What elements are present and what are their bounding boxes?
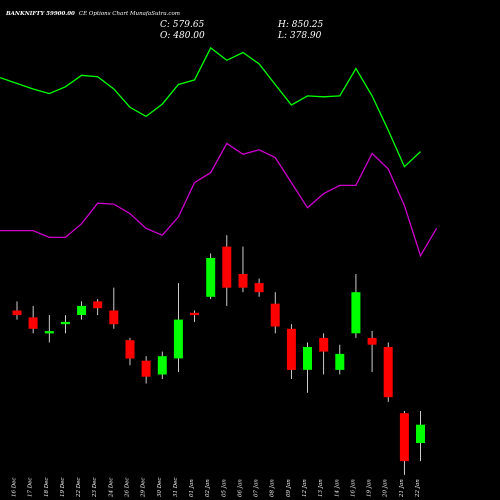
candle-31-dec: [173, 283, 183, 373]
x-tick-label: 08 Jan: [270, 479, 276, 497]
x-tick-label: 29 Dec: [141, 478, 147, 499]
candle-19-jan: [367, 331, 377, 373]
candle-body-down: [254, 283, 264, 293]
candle-14-jan: [335, 344, 345, 375]
candle-21-jan: [399, 410, 409, 475]
candle-02-jan: [206, 253, 216, 300]
x-tick-label: 05 Jan: [221, 479, 227, 497]
candle-body-down: [141, 360, 151, 377]
candle-09-jan: [286, 324, 296, 379]
x-tick-label: 22 Jan: [415, 479, 421, 498]
candle-26-dec: [125, 337, 135, 366]
candle-body-down: [367, 337, 377, 345]
close-value: C: 579.65: [160, 20, 205, 30]
candle-body-down: [399, 413, 409, 462]
candle-13-jan: [319, 333, 329, 375]
x-tick-label: 12 Jan: [302, 479, 308, 497]
candle-22-jan: [416, 410, 425, 462]
high-value: H: 850.25: [277, 20, 324, 30]
candle-body-down: [286, 328, 296, 370]
candle-body-down: [270, 303, 280, 327]
candle-22-dec: [77, 301, 87, 320]
candle-body-down: [222, 246, 232, 288]
x-tick-label: 01 Jan: [189, 479, 195, 497]
x-tick-label: 18 Dec: [44, 478, 50, 498]
x-tick-label: 14 Jan: [334, 479, 340, 497]
candle-body-down: [190, 312, 199, 316]
candles: [12, 235, 425, 475]
candle-body-up: [173, 319, 183, 359]
x-axis-ticks: 16 Dec 17 Dec 18 Dec 19 Dec 22 Dec 23 Dec 24 D…: [12, 478, 422, 499]
x-tick-label: 17 Dec: [28, 478, 34, 498]
candle-body-up: [303, 347, 312, 370]
candle-17-dec: [28, 305, 38, 334]
candle-body-up: [206, 258, 216, 297]
chart-subtitle: CE Options Chart MunafaSutra.com: [79, 11, 180, 17]
candle-body-up: [351, 292, 361, 334]
chart-title: BANKNIFTY 59900.00: [5, 11, 75, 17]
candle-16-dec: [12, 301, 22, 320]
x-tick-label: 16 Dec: [12, 478, 18, 498]
candle-body-up: [60, 321, 70, 325]
open-value: O: 480.00: [160, 31, 205, 41]
candle-body-down: [109, 310, 119, 325]
candle-01-jan: [190, 310, 199, 322]
candle-12-jan: [303, 342, 312, 393]
x-tick-label: 09 Jan: [286, 479, 292, 497]
x-tick-label: 22 Dec: [76, 478, 82, 499]
candle-body-up: [416, 424, 425, 443]
candle-24-dec: [109, 287, 119, 329]
x-tick-label: 02 Jan: [205, 479, 211, 497]
candle-body-down: [28, 317, 38, 329]
candle-20-jan: [383, 342, 393, 402]
candle-19-dec: [60, 315, 70, 334]
candle-08-jan: [270, 292, 280, 334]
x-tick-label: 23 Dec: [92, 478, 98, 499]
indicator-lines: [0, 46, 438, 258]
candle-body-up: [44, 331, 54, 334]
x-tick-label: 19 Dec: [60, 478, 66, 498]
candle-body-down: [93, 301, 103, 309]
candle-29-dec: [141, 356, 151, 384]
candle-18-dec: [44, 315, 54, 343]
x-tick-label: 31 Dec: [173, 478, 179, 498]
x-tick-label: 26 Dec: [125, 478, 131, 499]
candle-body-down: [383, 347, 393, 398]
x-tick-label: 21 Jan: [399, 479, 405, 498]
candle-body-up: [157, 356, 167, 375]
x-tick-label: 24 Dec: [108, 478, 114, 499]
candle-body-down: [238, 274, 248, 288]
candle-body-down: [319, 337, 329, 352]
x-tick-label: 13 Jan: [318, 479, 324, 497]
candle-body-down: [125, 340, 135, 359]
candle-23-dec: [93, 299, 103, 316]
x-tick-label: 06 Jan: [238, 479, 244, 497]
x-tick-label: 16 Jan: [350, 479, 356, 497]
x-tick-label: 19 Jan: [367, 479, 373, 497]
candle-body-up: [77, 305, 87, 315]
x-tick-label: 20 Jan: [383, 479, 389, 498]
candle-body-down: [12, 310, 22, 316]
candle-body-up: [335, 353, 345, 370]
x-tick-label: 30 Dec: [157, 478, 163, 498]
candle-06-jan: [238, 246, 248, 293]
candle-07-jan: [254, 278, 264, 297]
indicator-line-upper: [0, 46, 421, 168]
x-tick-label: 07 Jan: [254, 479, 260, 497]
candle-16-jan: [351, 273, 361, 338]
candle-05-jan: [222, 235, 232, 306]
low-value: L: 378.90: [277, 31, 322, 41]
indicator-line-lower: [0, 142, 438, 258]
candle-30-dec: [157, 351, 167, 379]
